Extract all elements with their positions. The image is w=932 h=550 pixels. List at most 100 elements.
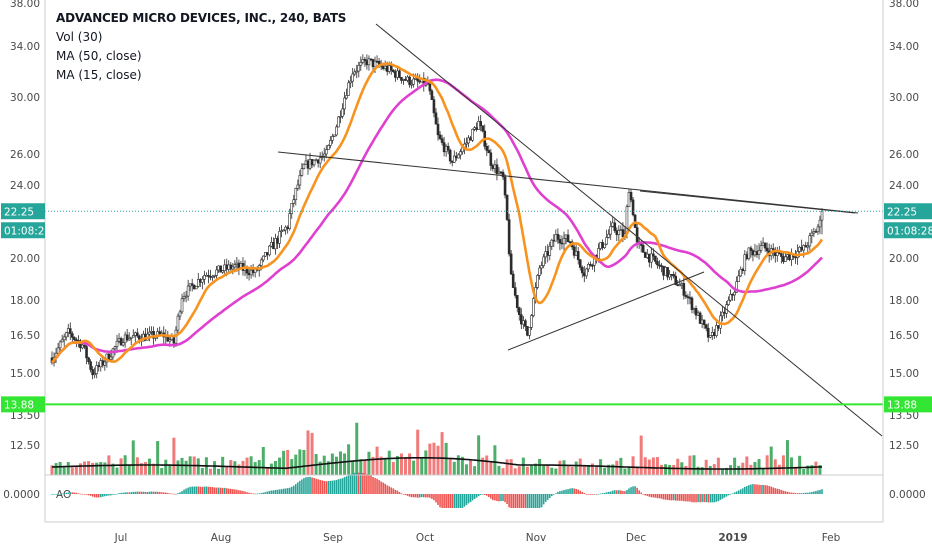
candle-body-67: [186, 285, 190, 297]
candle-body-330: [721, 311, 724, 317]
candle-body-293: [645, 253, 649, 258]
candle-body-89: [231, 266, 235, 270]
candle-body-159: [373, 60, 377, 68]
ao-bar-347: [756, 484, 758, 494]
ao-bar-232: [522, 494, 525, 508]
y-tick-right-2: 30.00: [889, 92, 919, 104]
candle-body-303: [666, 267, 669, 278]
candle-body-122: [298, 175, 302, 186]
y-tick-right-1: 34.00: [889, 41, 919, 53]
candle-body-291: [641, 245, 645, 253]
ao-bar-11: [73, 492, 76, 494]
candle-body-70: [192, 284, 196, 290]
ao-bar-78: [209, 486, 212, 494]
volume-bar-370: [802, 468, 806, 475]
ao-bar-240: [538, 494, 541, 508]
ao-bar-236: [530, 494, 533, 508]
ao-bar-293: [646, 494, 649, 496]
ao-bar-116: [286, 488, 289, 494]
trend-line-2: [507, 271, 705, 351]
volume-bar-132: [318, 461, 322, 475]
candle-body-41: [133, 332, 137, 336]
legend-ma15[interactable]: MA (15, close): [56, 68, 142, 82]
ao-bar-207: [471, 494, 474, 501]
candle-body-233: [524, 320, 527, 327]
volume-bar-8: [66, 462, 70, 475]
candle-body-62: [176, 315, 180, 331]
candle-body-263: [585, 268, 588, 277]
candle-body-131: [316, 159, 320, 164]
x-tick-5: Dec: [626, 532, 647, 544]
ao-bar-133: [321, 480, 324, 494]
volume-bar-302: [664, 464, 668, 475]
volume-bar-120: [294, 454, 298, 475]
candle-body-288: [635, 227, 639, 243]
ao-bar-123: [301, 479, 303, 494]
candle-body-241: [540, 265, 543, 269]
candle-body-379: [820, 210, 824, 221]
support-badge-left-bg: [1, 396, 45, 413]
volume-bar-334: [729, 465, 733, 475]
y-tick-left-3: 26.00: [10, 149, 40, 161]
volume-bar-78: [208, 468, 212, 475]
candle-body-246: [550, 239, 554, 247]
candle-body-245: [548, 245, 552, 256]
ao-bar-43: [138, 491, 141, 494]
ao-bar-324: [709, 494, 712, 503]
ao-bar-321: [703, 494, 705, 503]
candle-body-369: [800, 246, 803, 251]
candle-body-229: [515, 295, 519, 308]
ao-bar-364: [790, 492, 793, 494]
ao-bar-76: [205, 486, 208, 494]
ao-bar-113: [280, 489, 283, 494]
ao-bar-94: [242, 491, 244, 494]
ma15-line: [50, 62, 824, 364]
ao-bar-111: [276, 489, 279, 494]
candle-body-118: [290, 203, 294, 214]
candle-body-190: [436, 123, 440, 136]
volume-bar-26: [103, 462, 107, 475]
y-tick-left-6: 20.00: [10, 253, 40, 265]
candle-body-85: [223, 264, 226, 271]
legend-volume[interactable]: Vol (30): [56, 30, 103, 44]
ao-bar-155: [366, 474, 368, 494]
candle-body-186: [428, 83, 432, 92]
ao-bar-148: [351, 473, 354, 494]
volume-bar-206: [469, 460, 473, 475]
candle-body-227: [511, 273, 515, 288]
ao-bar-73: [199, 486, 202, 494]
ao-bar-166: [388, 486, 391, 494]
ao-bar-266: [591, 494, 594, 495]
candle-body-35: [121, 342, 125, 346]
ao-bar-18: [87, 494, 90, 496]
ao-bar-231: [520, 494, 523, 508]
candle-body-74: [201, 278, 204, 283]
candle-body-372: [806, 245, 810, 248]
volume-bar-306: [672, 464, 676, 475]
candle-body-158: [371, 59, 375, 68]
candle-body-254: [566, 234, 570, 243]
legend-ma50[interactable]: MA (50, close): [56, 49, 142, 63]
volume-bars: [50, 422, 822, 475]
ao-bar-205: [467, 494, 470, 504]
volume-bar-298: [655, 457, 659, 475]
candle-body-22: [95, 365, 98, 374]
candle-body-6: [62, 336, 66, 341]
candle-body-121: [296, 184, 300, 189]
ao-bar-61: [175, 493, 177, 495]
ao-bar-305: [670, 494, 673, 501]
ao-bar-120: [294, 484, 297, 494]
volume-bar-168: [391, 461, 395, 475]
candle-body-271: [601, 242, 604, 249]
candle-body-281: [621, 229, 625, 238]
volume-bar-20: [91, 462, 95, 475]
candle-body-87: [227, 264, 231, 270]
ao-bar-217: [492, 494, 494, 501]
y-tick-left-9: 15.00: [10, 368, 40, 380]
candle-body-163: [381, 65, 385, 69]
ao-bar-339: [739, 489, 742, 494]
candle-body-334: [729, 293, 732, 301]
ao-bar-144: [343, 477, 346, 494]
ao-bar-349: [760, 484, 762, 494]
